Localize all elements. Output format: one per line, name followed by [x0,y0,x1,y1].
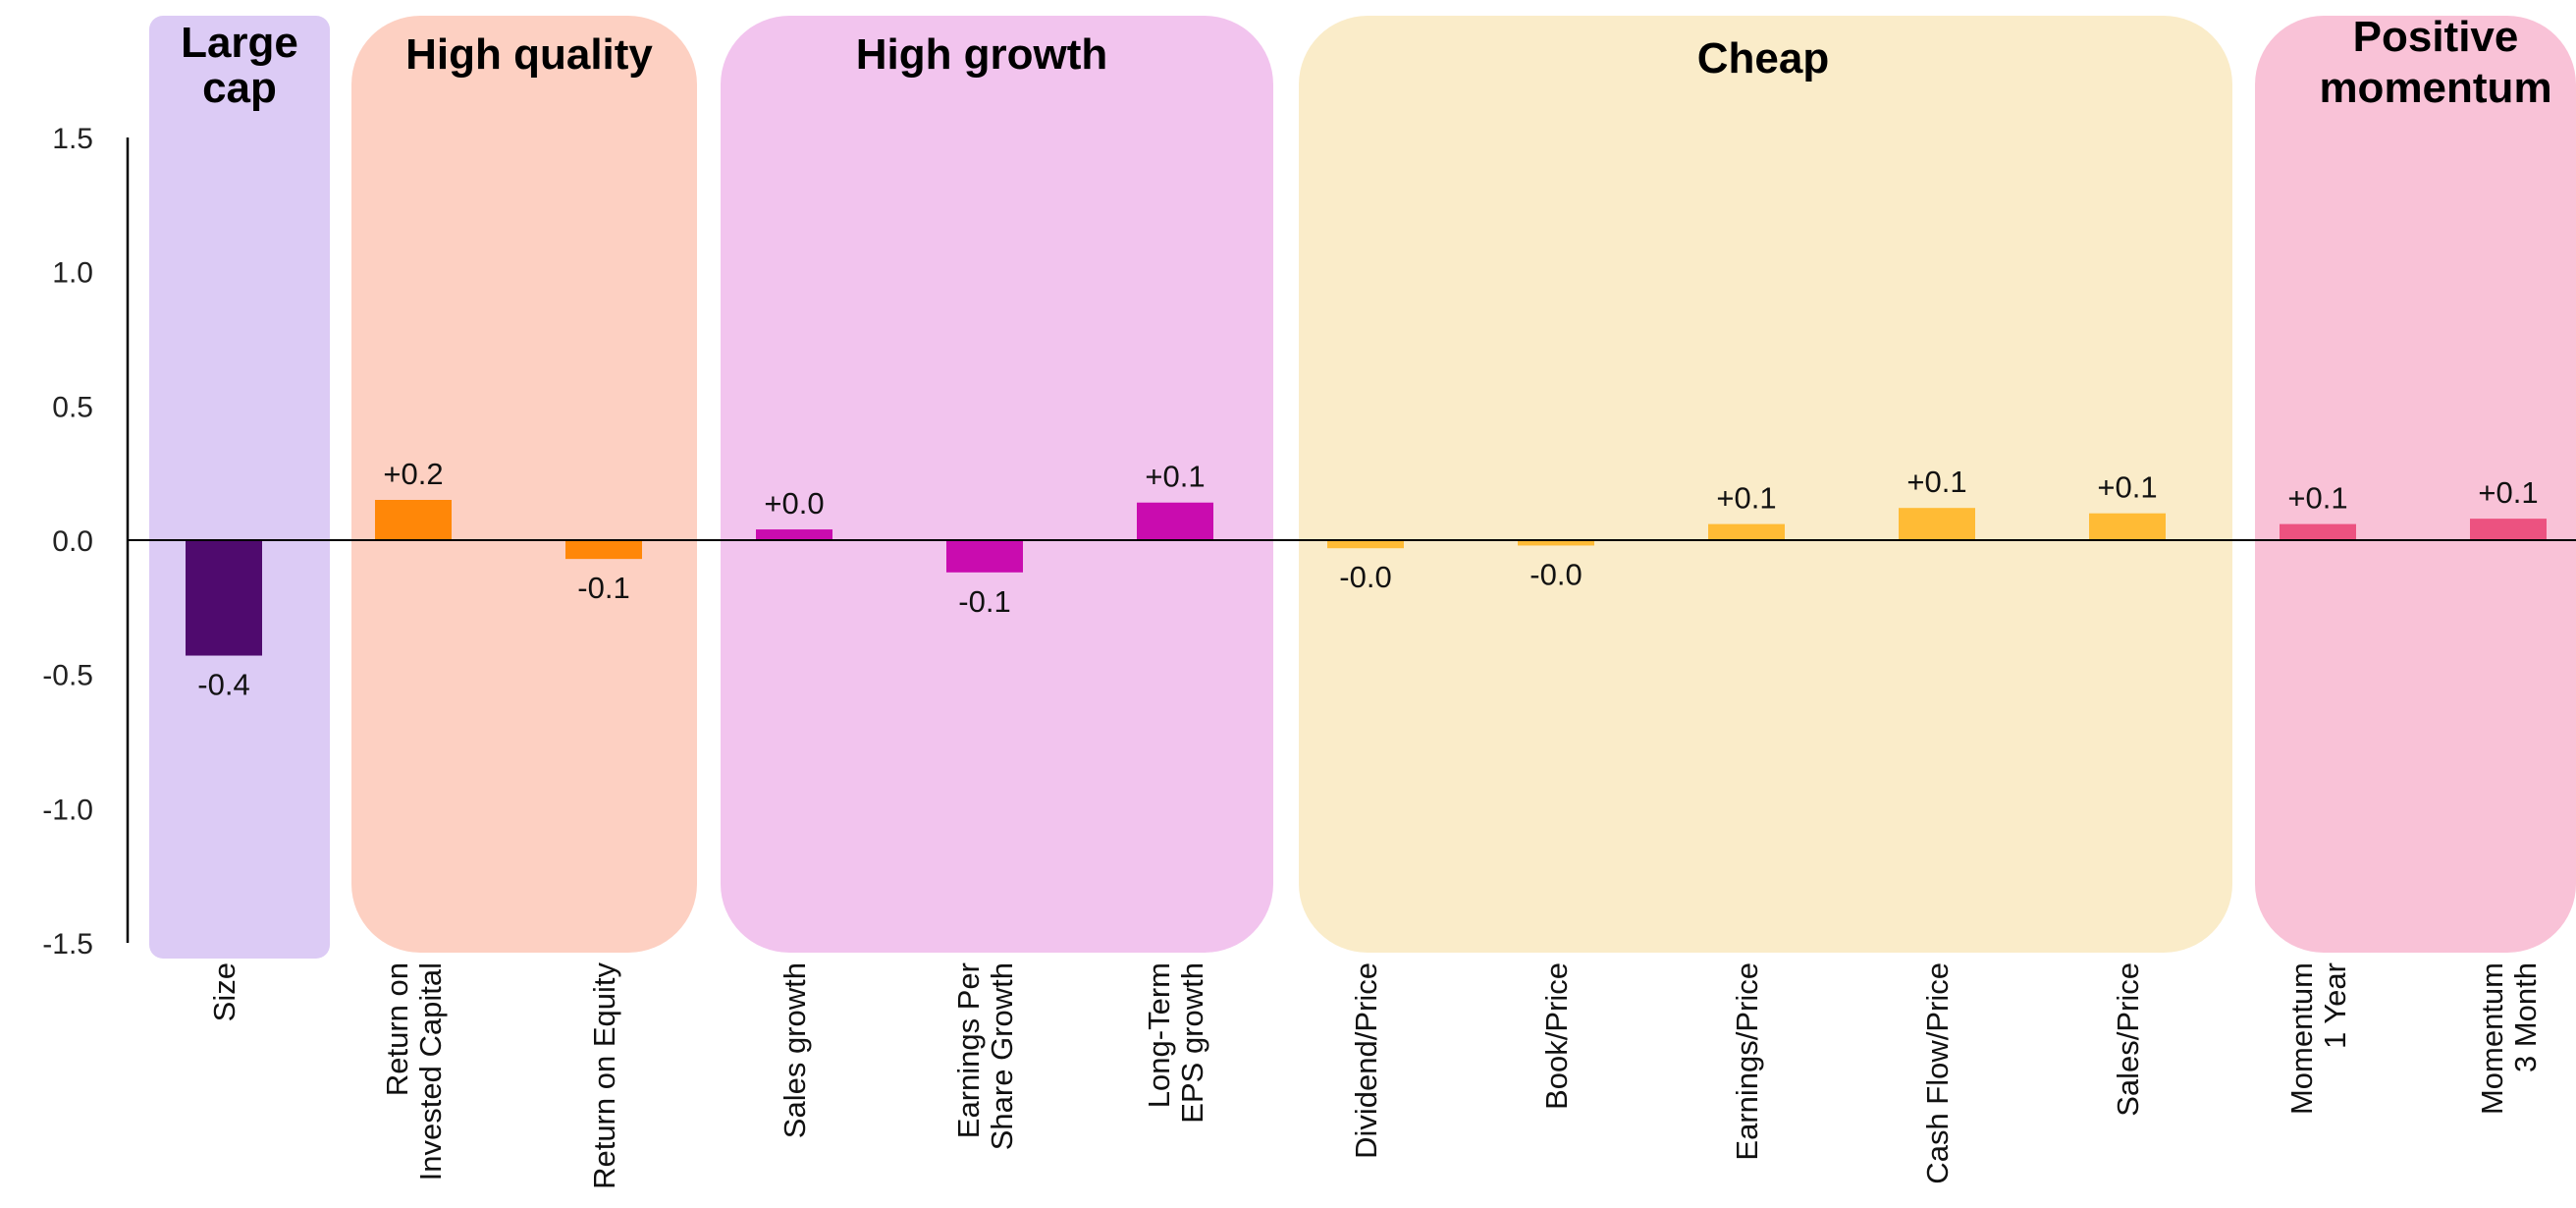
category-label: Size [207,962,242,1021]
bar [186,540,262,656]
category-label: Earnings/Price [1730,962,1764,1161]
data-labels: -0.4 +0.2 -0.1 +0.0 -0.1 +0.1 -0.0 -0.0 +0.1 +0.1… [197,457,2538,702]
group-title: Large [181,19,298,67]
data-label: +0.1 [1145,460,1205,494]
data-label: +0.1 [1716,481,1776,516]
bar [375,500,452,540]
y-tick-label: -0.5 [42,660,93,692]
bar [1518,540,1594,546]
bar [1899,508,1975,540]
y-axis: 1.5 1.0 0.5 0.0 -0.5 -1.0 -1.5 [42,123,130,961]
category-label: Sales growth [778,962,812,1138]
y-tick-label: -1.5 [42,928,93,961]
bar [1137,502,1213,540]
category-label: Momentum [2475,962,2509,1115]
bar [946,540,1023,573]
y-tick-label: 0.0 [52,525,93,558]
data-label: +0.1 [2097,470,2157,505]
bars [186,500,2547,656]
data-label: -0.0 [1530,557,1582,591]
data-label: -0.1 [577,571,629,605]
category-label: Long-Term [1142,962,1176,1108]
category-label: EPS growth [1175,962,1209,1124]
bar [1327,540,1404,549]
group-title: High growth [856,30,1108,79]
group-title: cap [202,64,277,112]
y-tick-label: 1.0 [52,257,93,290]
y-tick-label: 1.5 [52,123,93,155]
category-label: Earnings Per [951,962,986,1138]
bar [565,540,642,560]
y-tick-label: 0.5 [52,391,93,423]
data-label: +0.1 [1906,465,1966,499]
bar [756,529,832,540]
group-bands [149,16,2576,959]
bar [2089,513,2166,540]
category-label: Share Growth [985,962,1019,1150]
category-label: Book/Price [1539,962,1574,1110]
category-label: Invested Capital [413,962,448,1181]
data-label: +0.1 [2478,475,2538,510]
y-tick-label: -1.0 [42,794,93,826]
bar [2280,523,2356,540]
category-label: 3 Month [2508,962,2543,1072]
group-band [1299,16,2232,953]
group-band [149,16,330,959]
group-title: High quality [405,30,653,79]
group-band [351,16,697,953]
data-label: +0.1 [2287,481,2347,516]
category-label: 1 Year [2318,962,2352,1049]
category-labels: Size Return on Invested Capital Return on E… [207,962,2543,1189]
category-label: Return on Equity [587,962,621,1189]
bar [2470,519,2547,540]
data-label: +0.2 [383,457,443,491]
data-label: -0.0 [1339,560,1391,594]
category-label: Cash Flow/Price [1920,962,1955,1184]
category-label: Momentum [2284,962,2319,1115]
group-title: Cheap [1697,34,1829,82]
group-title: momentum [2319,64,2551,112]
data-label: -0.4 [197,668,249,702]
category-label: Dividend/Price [1349,962,1383,1159]
group-band [721,16,1273,953]
group-band [2255,16,2576,953]
category-label: Return on [380,962,414,1096]
data-label: +0.0 [764,486,824,521]
data-label: -0.1 [958,584,1010,619]
bar [1708,523,1785,540]
group-title: Positive [2353,13,2519,61]
category-label: Sales/Price [2111,962,2145,1117]
